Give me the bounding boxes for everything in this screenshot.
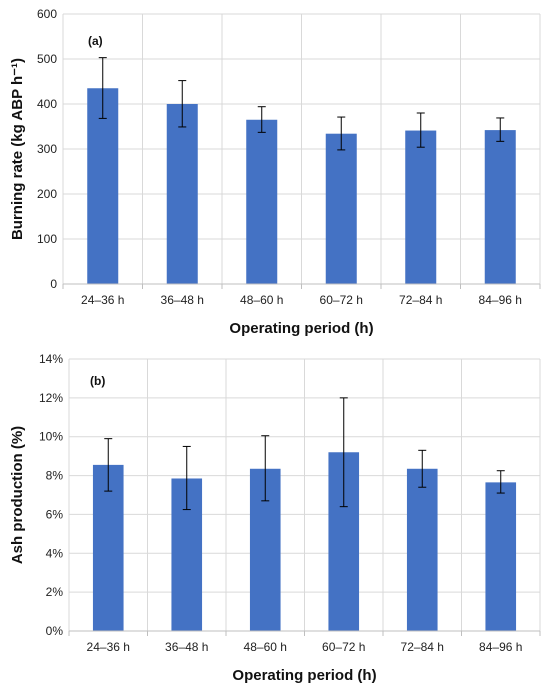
panel-label: (a) [88, 34, 103, 48]
bar [246, 119, 278, 284]
y-tick-label: 0 [50, 277, 57, 291]
y-tick-label: 10% [39, 430, 63, 444]
x-tick-label: 24–36 h [81, 293, 124, 307]
x-tick-label: 36–48 h [165, 640, 208, 654]
y-axis-title: Burning rate (kg ABP h⁻¹) [9, 58, 26, 240]
x-axis-title: Operating period (h) [229, 320, 373, 337]
y-tick-label: 4% [46, 546, 64, 560]
y-tick-label: 400 [37, 97, 57, 111]
y-tick-label: 200 [37, 187, 57, 201]
bar [92, 464, 124, 631]
x-tick-label: 48–60 h [244, 640, 287, 654]
y-tick-label: 14% [39, 352, 63, 366]
bar [325, 133, 357, 284]
y-tick-label: 0% [46, 624, 64, 638]
bar [87, 88, 119, 284]
x-tick-label: 48–60 h [240, 293, 283, 307]
x-tick-label: 60–72 h [320, 293, 363, 307]
burning-rate-chart: 0 100 200 300 400 500 600 24–36 h 36–48 h 48–60 h… [9, 7, 541, 337]
x-tick-label: 72–84 h [401, 640, 444, 654]
y-tick-label: 12% [39, 391, 63, 405]
x-tick-label: 72–84 h [399, 293, 442, 307]
x-tick-label: 36–48 h [161, 293, 204, 307]
x-tick-label: 84–96 h [479, 640, 522, 654]
x-tick-label: 60–72 h [322, 640, 365, 654]
y-tick-label: 300 [37, 142, 57, 156]
x-axis-title: Operating period (h) [232, 667, 376, 684]
y-tick-label: 2% [46, 585, 64, 599]
x-tick-label: 24–36 h [87, 640, 130, 654]
y-tick-label: 6% [46, 507, 64, 521]
bar [405, 130, 437, 284]
bar [485, 482, 517, 631]
y-axis-title: Ash production (%) [9, 426, 26, 564]
y-tick-label: 500 [37, 52, 57, 66]
bar [166, 104, 198, 284]
bar [406, 468, 438, 631]
bar [484, 130, 516, 284]
y-tick-label: 600 [37, 7, 57, 21]
panel-label: (b) [90, 374, 105, 388]
x-tick-label: 84–96 h [479, 293, 522, 307]
ash-production-chart: 0% 2% 4% 6% 8% 10% 12% 14% 24–36 h 36–48 h 48–60 h… [0, 345, 550, 690]
burning-rate-chart-svg: 0 100 200 300 400 500 600 24–36 h 36–48 h 48–60 h… [9, 7, 541, 337]
ash-production-chart-svg: 0% 2% 4% 6% 8% 10% 12% 14% 24–36 h 36–48 h 48–60 h… [9, 352, 541, 684]
y-tick-label: 100 [37, 232, 57, 246]
y-tick-label: 8% [46, 469, 64, 483]
